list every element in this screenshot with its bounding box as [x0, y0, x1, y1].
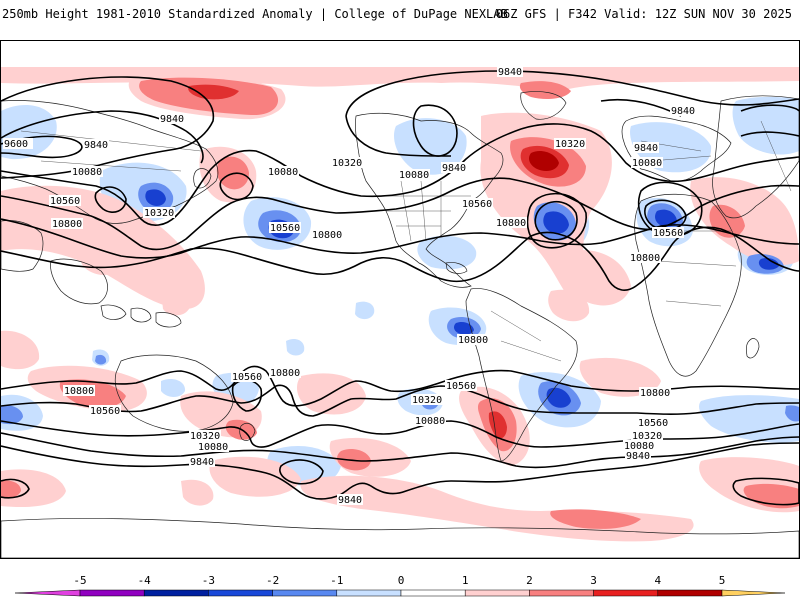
contour-label-10080: 10080 — [399, 170, 429, 181]
contour-label-10560: 10560 — [232, 372, 262, 383]
contour-label-10800: 10800 — [630, 253, 660, 264]
colorbar-swatch — [464, 589, 530, 597]
colorbar-swatches — [14, 589, 786, 597]
contour-label-10080: 10080 — [624, 441, 654, 452]
colorbar-tick-label: 2 — [526, 574, 533, 587]
contour-label-10080: 10080 — [72, 167, 102, 178]
contour-label-9840: 9840 — [626, 451, 650, 462]
contour-label-10320: 10320 — [332, 158, 362, 169]
contour-label-10800: 10800 — [496, 218, 526, 229]
anomaly-map: 9600 9840 9840 9840 9840 9840 9840 10080… — [1, 66, 799, 558]
colorbar-tick-label: -3 — [202, 574, 215, 587]
contour-label-10080: 10080 — [268, 167, 298, 178]
contour-label-9840: 9840 — [160, 114, 184, 125]
colorbar-tick-label: -4 — [138, 574, 152, 587]
contour-label-10320: 10320 — [632, 431, 662, 442]
colorbar-swatch — [272, 589, 338, 597]
colorbar-swatch — [143, 589, 209, 597]
colorbar-tick-label: -2 — [266, 574, 279, 587]
colorbar-swatch — [400, 589, 466, 597]
colorbar-graphic: -5 -4 -3 -2 -1 0 1 2 3 4 5 — [14, 574, 786, 597]
positive-anomaly-extreme — [529, 151, 559, 171]
contour-label-10320: 10320 — [412, 395, 442, 406]
colorbar-tick-label: 3 — [590, 574, 597, 587]
contour-label-10800: 10800 — [458, 335, 488, 346]
colorbar-tick-labels: -5 -4 -3 -2 -1 0 1 2 3 4 5 — [73, 574, 725, 587]
contour-label-10800: 10800 — [640, 388, 670, 399]
colorbar-swatch — [336, 589, 402, 597]
contour-label-10800: 10800 — [64, 386, 94, 397]
model-run-info: 06Z GFS | F342 Valid: 12Z SUN NOV 30 202… — [495, 7, 792, 21]
colorbar-swatch — [14, 589, 81, 597]
contour-label-9840: 9840 — [84, 140, 108, 151]
contour-label-10320: 10320 — [190, 431, 220, 442]
colorbar-swatch — [208, 589, 273, 597]
political-borders — [20, 120, 792, 362]
contour-label-10560: 10560 — [462, 199, 492, 210]
colorbar-tick-label: -5 — [73, 574, 86, 587]
contour-label-9840: 9840 — [442, 163, 466, 174]
contour-label-9600: 9600 — [4, 139, 28, 150]
colorbar-swatch — [79, 589, 145, 597]
colorbar-tick-label: -1 — [330, 574, 343, 587]
contour-label-9840: 9840 — [671, 106, 695, 117]
contour-label-10800: 10800 — [52, 219, 82, 230]
colorbar-tick-label: 5 — [719, 574, 726, 587]
colorbar-swatch — [529, 589, 594, 597]
colorbar-swatch — [721, 589, 786, 597]
contour-label-10560: 10560 — [653, 228, 683, 239]
contour-label-10080: 10080 — [415, 416, 445, 427]
colorbar-swatch — [657, 589, 723, 597]
contour-label-10320: 10320 — [555, 139, 585, 150]
contour-label-9840: 9840 — [190, 457, 214, 468]
contour-label-9840: 9840 — [498, 67, 522, 78]
contour-label-9840: 9840 — [634, 143, 658, 154]
contour-label-10560: 10560 — [90, 406, 120, 417]
colorbar-legend: -5 -4 -3 -2 -1 0 1 2 3 4 5 — [0, 570, 800, 600]
contour-label-10080: 10080 — [198, 442, 228, 453]
contour-label-9840: 9840 — [338, 495, 362, 506]
contour-labels: 9600 9840 9840 9840 9840 9840 9840 10080… — [3, 66, 696, 506]
contour-label-10320: 10320 — [144, 208, 174, 219]
map-panel: 9600 9840 9840 9840 9840 9840 9840 10080… — [0, 40, 800, 559]
colorbar-swatch — [593, 589, 659, 597]
colorbar-tick-label: 4 — [654, 574, 661, 587]
colorbar-tick-label: 0 — [398, 574, 405, 587]
contour-label-10560: 10560 — [446, 381, 476, 392]
contour-label-10080: 10080 — [632, 158, 662, 169]
contour-label-10800: 10800 — [270, 368, 300, 379]
contour-label-10800: 10800 — [312, 230, 342, 241]
contour-label-10560: 10560 — [50, 196, 80, 207]
contour-label-10560: 10560 — [638, 418, 668, 429]
contour-label-10560: 10560 — [270, 223, 300, 234]
height-contours — [1, 70, 799, 506]
header: 250mb Height 1981-2010 Standardized Anom… — [0, 0, 800, 40]
colorbar-tick-label: 1 — [462, 574, 469, 587]
map-title: 250mb Height 1981-2010 Standardized Anom… — [2, 7, 508, 21]
